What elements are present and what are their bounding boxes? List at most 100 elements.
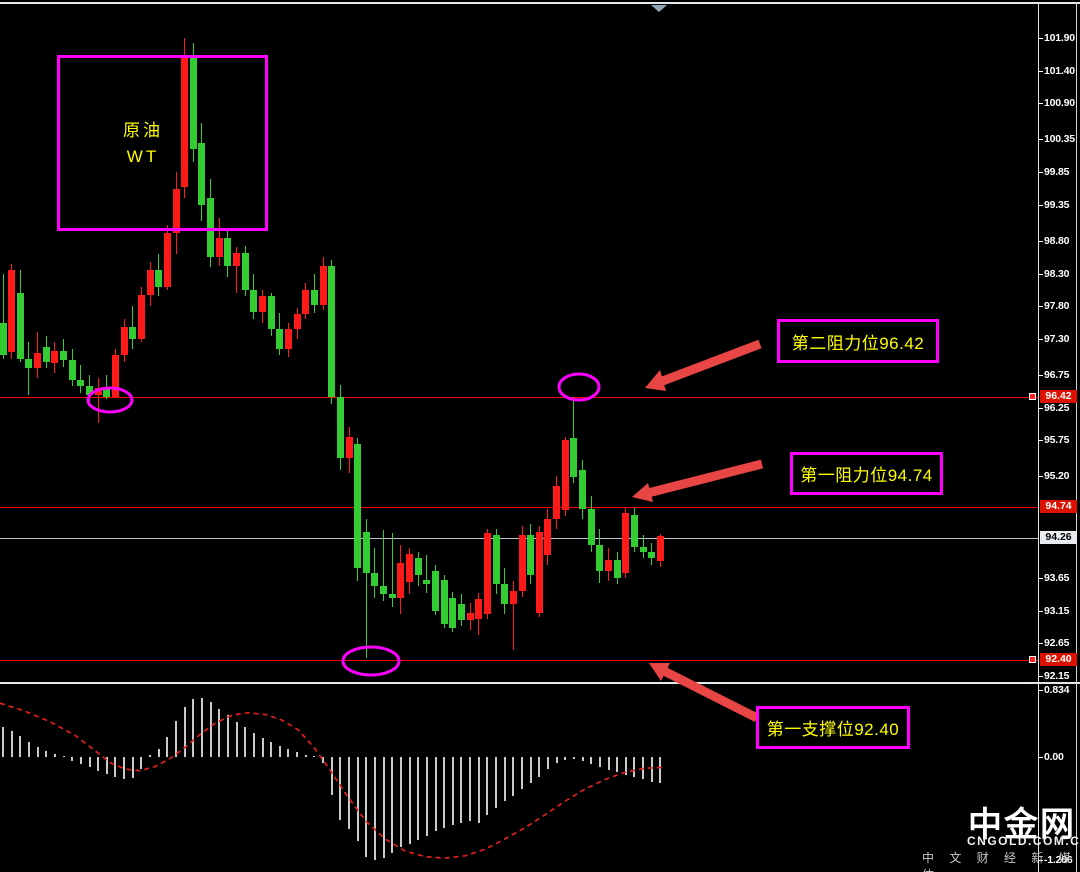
- axis-tick-label: 97.80: [1044, 300, 1070, 313]
- macd-bar: [45, 750, 48, 757]
- candle-body: [509, 590, 517, 605]
- level-line-96.42: [0, 396, 1038, 398]
- axis-tick: [1038, 375, 1043, 377]
- candle-body: [163, 233, 171, 287]
- symbol-highlight-box: [57, 55, 268, 231]
- macd-bar: [607, 757, 610, 770]
- level-price-label-94.74: 94.74: [1040, 500, 1077, 514]
- macd-bar: [529, 757, 532, 784]
- axis-tick: [1038, 240, 1043, 242]
- candle-body: [587, 509, 595, 546]
- axis-tick: [1038, 577, 1043, 579]
- candle-body: [198, 142, 206, 205]
- macd-bar: [19, 736, 22, 757]
- candle-body: [432, 570, 439, 612]
- macd-bar: [27, 741, 30, 757]
- resistance1-label: 第一阻力位94.74: [800, 466, 933, 485]
- macd-bar: [521, 757, 523, 790]
- axis-tick-label: 93.15: [1044, 604, 1070, 617]
- axis-tick-label: 100.35: [1044, 133, 1075, 146]
- macd-bar: [157, 748, 160, 757]
- candle-body: [570, 437, 578, 478]
- candle-body: [423, 579, 431, 585]
- macd-bar: [451, 757, 454, 826]
- candle-body: [656, 535, 664, 561]
- macd-bar: [10, 730, 13, 757]
- macd-bar: [495, 757, 498, 808]
- candle-body: [302, 289, 310, 315]
- macd-bar: [166, 736, 169, 757]
- candle-body: [553, 486, 561, 519]
- macd-bar: [391, 757, 394, 854]
- macd-bar: [642, 757, 645, 780]
- macd-bar: [477, 757, 480, 823]
- axis-tick: [1038, 172, 1043, 174]
- macd-bar: [287, 748, 290, 757]
- candle-body: [293, 314, 301, 330]
- candle-wick: [642, 535, 644, 559]
- macd-bar: [650, 757, 653, 782]
- top-separator: [0, 2, 1080, 4]
- candle-body: [51, 350, 59, 364]
- axis-tick: [1038, 103, 1043, 105]
- pane-divider[interactable]: [0, 682, 1080, 684]
- axis-tick-label: 100.90: [1044, 97, 1075, 110]
- candle-body: [380, 586, 388, 595]
- macd-bar: [538, 757, 541, 778]
- support1-label: 第一支撑位92.40: [766, 720, 900, 739]
- macd-bar: [572, 757, 575, 760]
- candle-body: [639, 547, 647, 552]
- candle-body: [630, 515, 638, 548]
- macd-bar: [105, 757, 108, 774]
- level-price-label-94.26: 94.26: [1040, 531, 1077, 545]
- macd-bar: [443, 757, 446, 828]
- macd-bar: [356, 757, 359, 842]
- axis-tick-label: 99.35: [1044, 198, 1070, 211]
- candle-body: [475, 599, 483, 620]
- axis-tick-label: 101.40: [1044, 64, 1075, 77]
- candle-body: [371, 573, 379, 587]
- macd-bar: [417, 757, 420, 840]
- candle-body: [579, 469, 587, 510]
- macd-bar: [555, 757, 558, 764]
- candle-body: [120, 327, 128, 356]
- macd-bar: [434, 757, 437, 831]
- axis-tick: [1038, 204, 1043, 206]
- macd-bar: [590, 757, 593, 765]
- macd-bar: [616, 757, 619, 773]
- candle-body: [440, 579, 448, 625]
- macd-bar: [2, 727, 4, 757]
- candle-wick: [80, 365, 82, 393]
- macd-bar: [469, 757, 472, 822]
- axis-tick: [1038, 407, 1043, 409]
- candle-body: [501, 584, 509, 605]
- macd-bar: [62, 756, 65, 758]
- candle-body: [155, 270, 163, 287]
- candle-body: [648, 551, 656, 559]
- candle-body: [336, 396, 344, 459]
- candle-body: [466, 612, 474, 621]
- candle-body: [284, 329, 292, 349]
- chart-shift-marker[interactable]: [651, 5, 667, 12]
- level-line-marker: [1029, 393, 1036, 401]
- candle-body: [172, 188, 180, 233]
- candle-body: [224, 237, 232, 266]
- candle-body: [137, 294, 145, 339]
- macd-bar: [330, 757, 333, 795]
- candle-body: [241, 252, 249, 290]
- candle-body: [60, 350, 68, 360]
- symbol-name: 原油: [123, 121, 163, 140]
- axis-tick-label: 99.85: [1044, 166, 1070, 179]
- macd-bar: [365, 757, 368, 857]
- candle-body: [613, 560, 621, 578]
- candle-body: [527, 535, 535, 575]
- candle-wick: [236, 247, 238, 294]
- candle-wick: [97, 378, 99, 423]
- candle-body: [483, 533, 491, 614]
- indicator-tick-label: 0.00: [1044, 751, 1064, 763]
- macd-bar: [183, 707, 186, 757]
- candle-body: [189, 56, 197, 150]
- macd-bar: [244, 727, 247, 757]
- candle-body: [397, 562, 405, 598]
